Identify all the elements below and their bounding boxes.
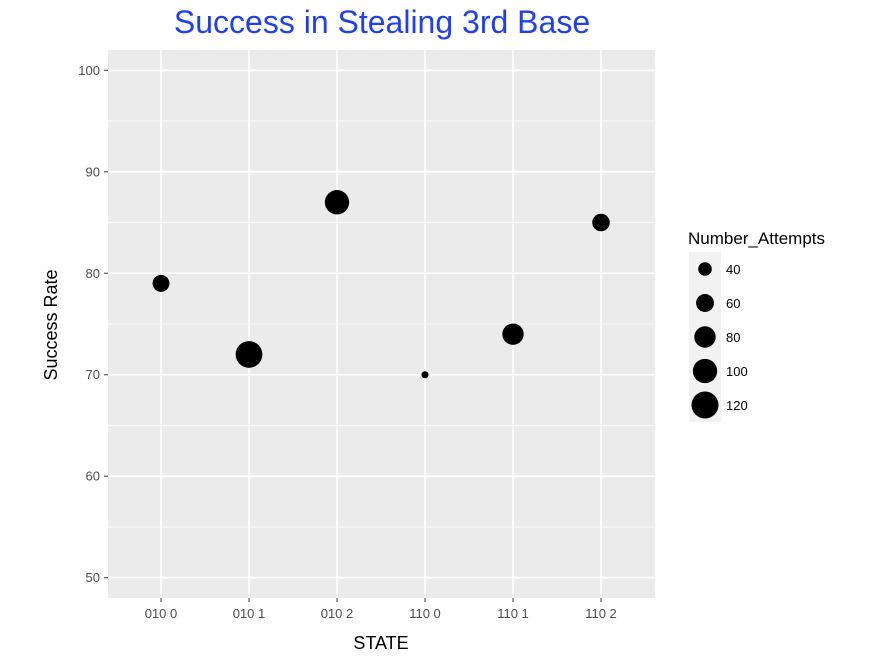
legend-key-point bbox=[691, 391, 719, 419]
legend-label: 60 bbox=[726, 296, 740, 311]
x-axis: 010 0 010 1 010 2 110 0 110 1 110 2 bbox=[145, 598, 617, 621]
legend-key-point bbox=[698, 262, 712, 276]
x-tick-label: 010 1 bbox=[233, 606, 266, 621]
x-tick-label: 110 0 bbox=[409, 606, 441, 621]
legend-key-point bbox=[694, 326, 716, 348]
legend-key-point bbox=[692, 358, 718, 384]
x-axis-title: STATE bbox=[353, 633, 408, 653]
legend-label: 120 bbox=[726, 398, 748, 413]
data-point bbox=[421, 371, 429, 379]
data-points bbox=[152, 190, 610, 379]
y-tick-label: 60 bbox=[86, 469, 100, 484]
y-tick-label: 80 bbox=[86, 266, 100, 281]
x-tick-label: 010 2 bbox=[321, 606, 354, 621]
size-legend: Number_Attempts 40 60 80 100 120 bbox=[688, 229, 825, 422]
data-point bbox=[502, 323, 524, 345]
legend-title: Number_Attempts bbox=[688, 229, 825, 248]
legend-items: 40 60 80 100 120 bbox=[689, 252, 748, 422]
legend-label: 40 bbox=[726, 262, 740, 277]
x-tick-label: 110 1 bbox=[497, 606, 529, 621]
legend-label: 100 bbox=[726, 364, 748, 379]
chart-title: Success in Stealing 3rd Base bbox=[174, 4, 590, 40]
x-tick-label: 010 0 bbox=[145, 606, 178, 621]
data-point bbox=[324, 190, 350, 215]
minor-gridlines bbox=[108, 120, 655, 528]
major-gridlines bbox=[108, 50, 655, 598]
y-tick-label: 100 bbox=[78, 63, 100, 78]
y-axis: 50 60 70 80 90 100 bbox=[78, 63, 108, 585]
data-point bbox=[592, 213, 610, 232]
y-tick-label: 90 bbox=[86, 164, 100, 179]
legend-label: 80 bbox=[726, 330, 740, 345]
data-point bbox=[235, 341, 263, 368]
x-tick-label: 110 2 bbox=[585, 606, 617, 621]
y-tick-label: 50 bbox=[86, 570, 100, 585]
y-axis-title: Success Rate bbox=[41, 269, 61, 380]
data-point bbox=[152, 274, 170, 292]
legend-key-point bbox=[696, 294, 714, 312]
y-tick-label: 70 bbox=[86, 367, 100, 382]
